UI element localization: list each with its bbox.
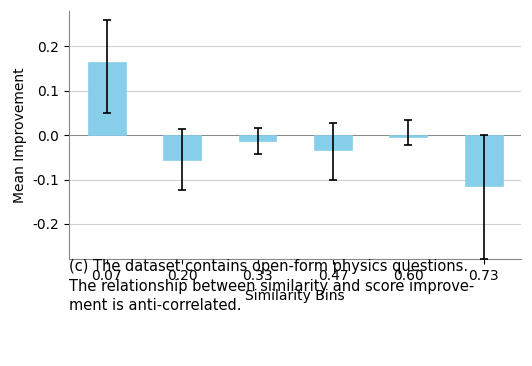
X-axis label: Similarity Bins: Similarity Bins bbox=[245, 289, 345, 303]
Text: (c) The dataset contains open-form physics questions.
The relationship between s: (c) The dataset contains open-form physi… bbox=[69, 259, 475, 313]
Bar bbox=[389, 135, 427, 138]
Bar bbox=[239, 135, 277, 141]
Bar bbox=[465, 135, 503, 186]
Bar bbox=[163, 135, 201, 160]
Y-axis label: Mean Improvement: Mean Improvement bbox=[13, 67, 27, 203]
Bar bbox=[314, 135, 352, 150]
Bar bbox=[88, 62, 126, 135]
